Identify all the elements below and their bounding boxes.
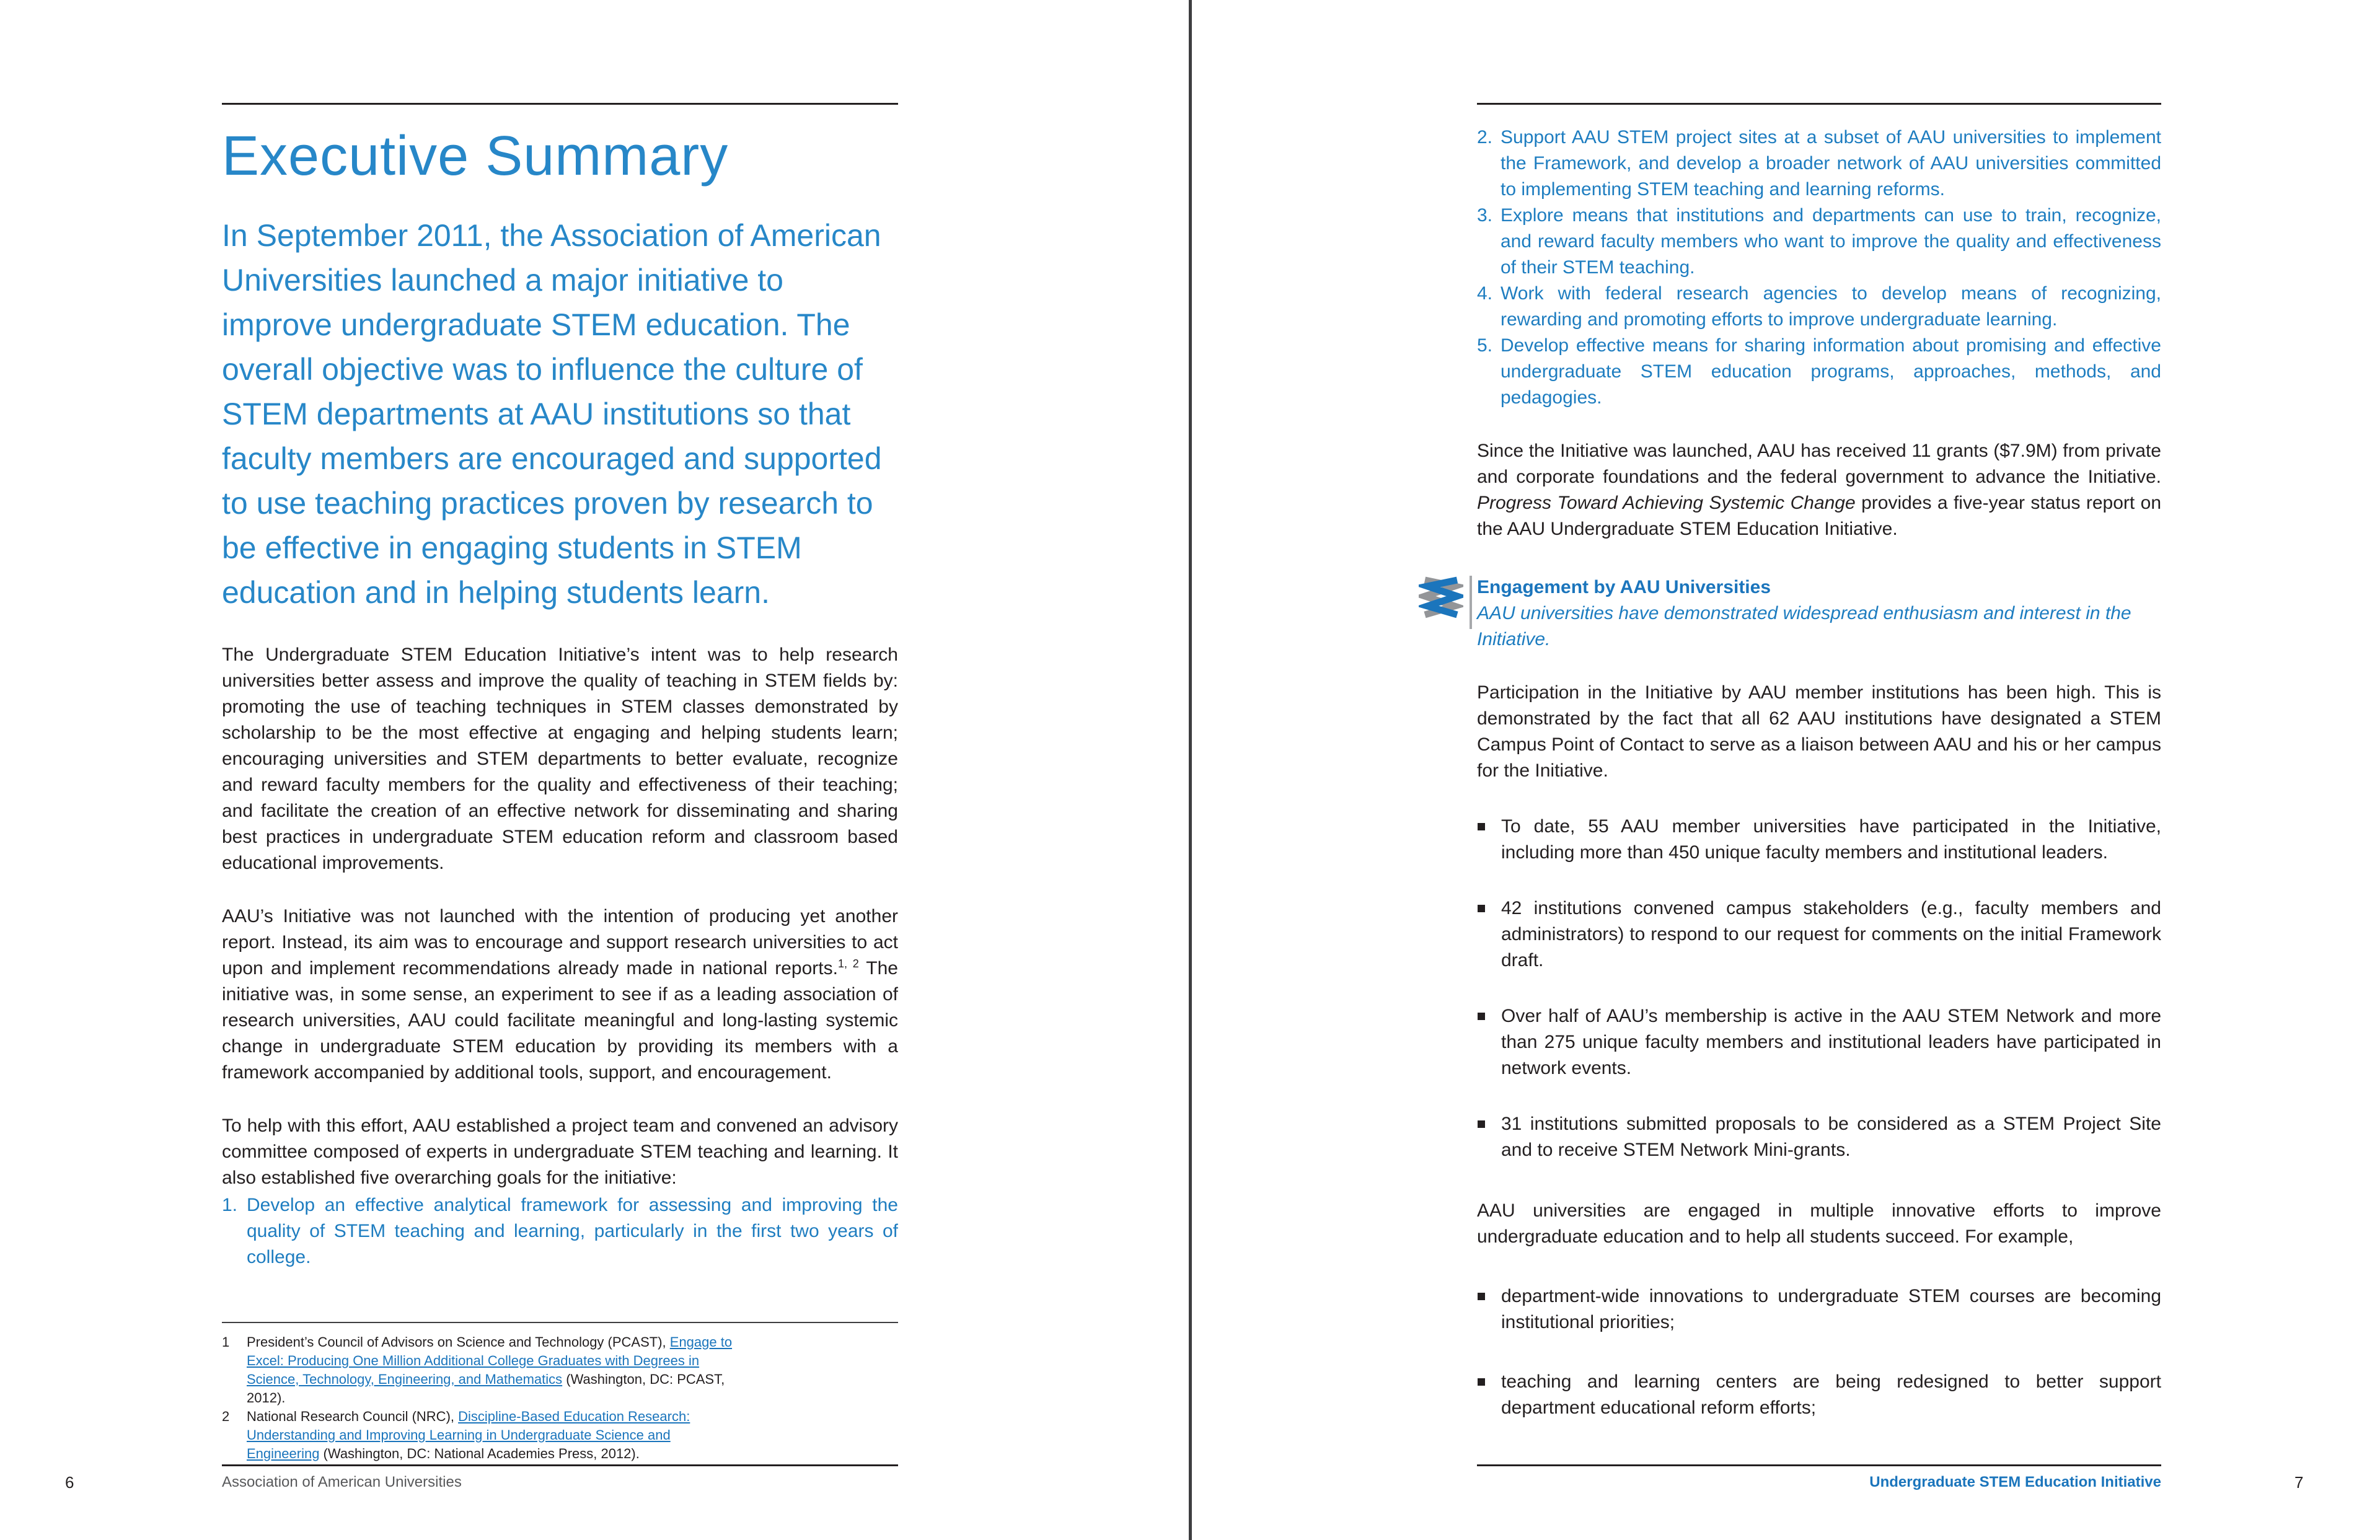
section-icon-block [1419,576,1472,629]
goal-text: Develop effective means for sharing info… [1501,335,2161,408]
goal-number: 3. [1477,205,1493,226]
bullet-list-item: teaching and learning centers are being … [1477,1369,2161,1421]
footnote-text: National Research Council (NRC), Discipl… [247,1407,743,1463]
page-title: Executive Summary [222,125,729,187]
square-bullet-icon [1478,1013,1485,1020]
paragraph-text: Since the Initiative was launched, AAU h… [1477,441,2161,487]
footer-label: Undergraduate STEM Education Initiative [1869,1474,2161,1490]
body-paragraph: To help with this effort, AAU establishe… [222,1115,898,1188]
bullet-list-item: 31 institutions submitted proposals to b… [1477,1111,2161,1163]
square-bullet-icon [1478,1378,1485,1386]
bullet-list-item: To date, 55 AAU member universities have… [1477,814,2161,866]
section-heading: Engagement by AAU Universities [1477,577,1771,597]
goals-list: 2. Support AAU STEM project sites at a s… [1477,125,2161,411]
footnote: 1 President’s Council of Advisors on Sci… [222,1333,743,1407]
participation-paragraph: Participation in the Initiative by AAU m… [1477,682,2161,781]
page-number: 7 [2294,1473,2304,1492]
bullet-list-item: Over half of AAU’s membership is active … [1477,1003,2161,1081]
square-bullet-icon [1478,1120,1485,1128]
footer-label: Association of American Universities [222,1474,462,1490]
footnote-link[interactable]: Engage to Excel: Producing One Million A… [247,1334,733,1387]
footnote-link[interactable]: Discipline-Based Education Research: Und… [247,1409,690,1461]
square-bullet-icon [1478,823,1485,830]
goal-number: 1. [222,1195,238,1215]
report-title-italic: Progress Toward Achieving Systemic Chang… [1477,493,1856,513]
section-divider-bar [1470,576,1472,629]
right-page: 2. Support AAU STEM project sites at a s… [1419,0,2161,1490]
paragraph-text: AAU’s Initiative was not launched with t… [222,906,898,979]
examples-intro-paragraph: AAU universities are engaged in multiple… [1477,1200,2161,1247]
footnote-ref: 1, 2 [837,957,859,970]
bullet-text: Over half of AAU’s membership is active … [1501,1006,2161,1078]
footer-rule [222,1464,898,1466]
footnote-rule [222,1322,898,1323]
goal-item: 2. Support AAU STEM project sites at a s… [1477,125,2161,203]
footnotes-block: 1 President’s Council of Advisors on Sci… [222,1322,898,1463]
lead-paragraph: In September 2011, the Association of Am… [222,218,882,610]
section-subheading: AAU universities have demonstrated wides… [1477,603,2131,649]
goal-item: 3. Explore means that institutions and d… [1477,203,2161,281]
paragraph-text: provides a five-year status report on th… [1477,493,2161,539]
bullet-list-item: 42 institutions convened campus stakehol… [1477,895,2161,974]
footer-rule [1477,1464,2161,1466]
bullet-list-item: department-wide innovations to undergrad… [1477,1283,2161,1335]
ribbon-weave-icon [1419,576,1463,618]
bullet-text: To date, 55 AAU member universities have… [1501,816,2161,863]
right-footer: Undergraduate STEM Education Initiative [1477,1464,2161,1491]
engagement-section: Engagement by AAU Universities AAU unive… [1419,574,2161,653]
square-bullet-icon [1478,905,1485,912]
goal-text: Work with federal research agencies to d… [1501,283,2161,330]
bullet-text: 42 institutions convened campus stakehol… [1501,898,2161,970]
goal-text: Develop an effective analytical framewor… [247,1195,898,1267]
page-gutter-divider [1189,0,1192,1540]
goal-number: 2. [1477,127,1493,147]
goal-text: Support AAU STEM project sites at a subs… [1501,127,2161,200]
body-paragraph: AAU’s Initiative was not launched with t… [222,904,898,1086]
page-number: 6 [65,1473,74,1492]
bullet-text: 31 institutions submitted proposals to b… [1501,1114,2161,1160]
footnote-number: 2 [222,1409,230,1424]
goal-text: Explore means that institutions and depa… [1501,205,2161,278]
goal-number: 4. [1477,283,1493,304]
body-paragraph: The Undergraduate STEM Education Initiat… [222,645,898,873]
footnote-post: (Washington, DC: PCAST, 2012). [247,1371,725,1406]
footnote-number: 1 [222,1334,230,1350]
footnote: 2 National Research Council (NRC), Disci… [222,1407,743,1463]
goal-number: 5. [1477,335,1493,356]
footnote-text: President’s Council of Advisors on Scien… [247,1333,743,1407]
square-bullet-icon [1478,1293,1485,1300]
bullet-text: teaching and learning centers are being … [1501,1371,2161,1418]
footnote-pre: National Research Council (NRC), [247,1409,459,1424]
left-page: Executive Summary In September 2011, the… [222,0,898,1490]
top-rule [222,103,898,105]
footnote-pre: President’s Council of Advisors on Scien… [247,1334,670,1350]
goal-item: 5. Develop effective means for sharing i… [1477,333,2161,411]
goal-item: 4. Work with federal research agencies t… [1477,281,2161,333]
body-paragraph: Since the Initiative was launched, AAU h… [1477,438,2161,542]
paragraph-text: The initiative was, in some sense, an ex… [222,958,898,1083]
bullet-text: department-wide innovations to undergrad… [1501,1286,2161,1332]
top-rule [1477,103,2161,105]
goal-item: 1. Develop an effective analytical frame… [222,1192,898,1270]
left-footer: Association of American Universities [222,1464,898,1491]
footnote-post: (Washington, DC: National Academies Pres… [319,1446,640,1461]
